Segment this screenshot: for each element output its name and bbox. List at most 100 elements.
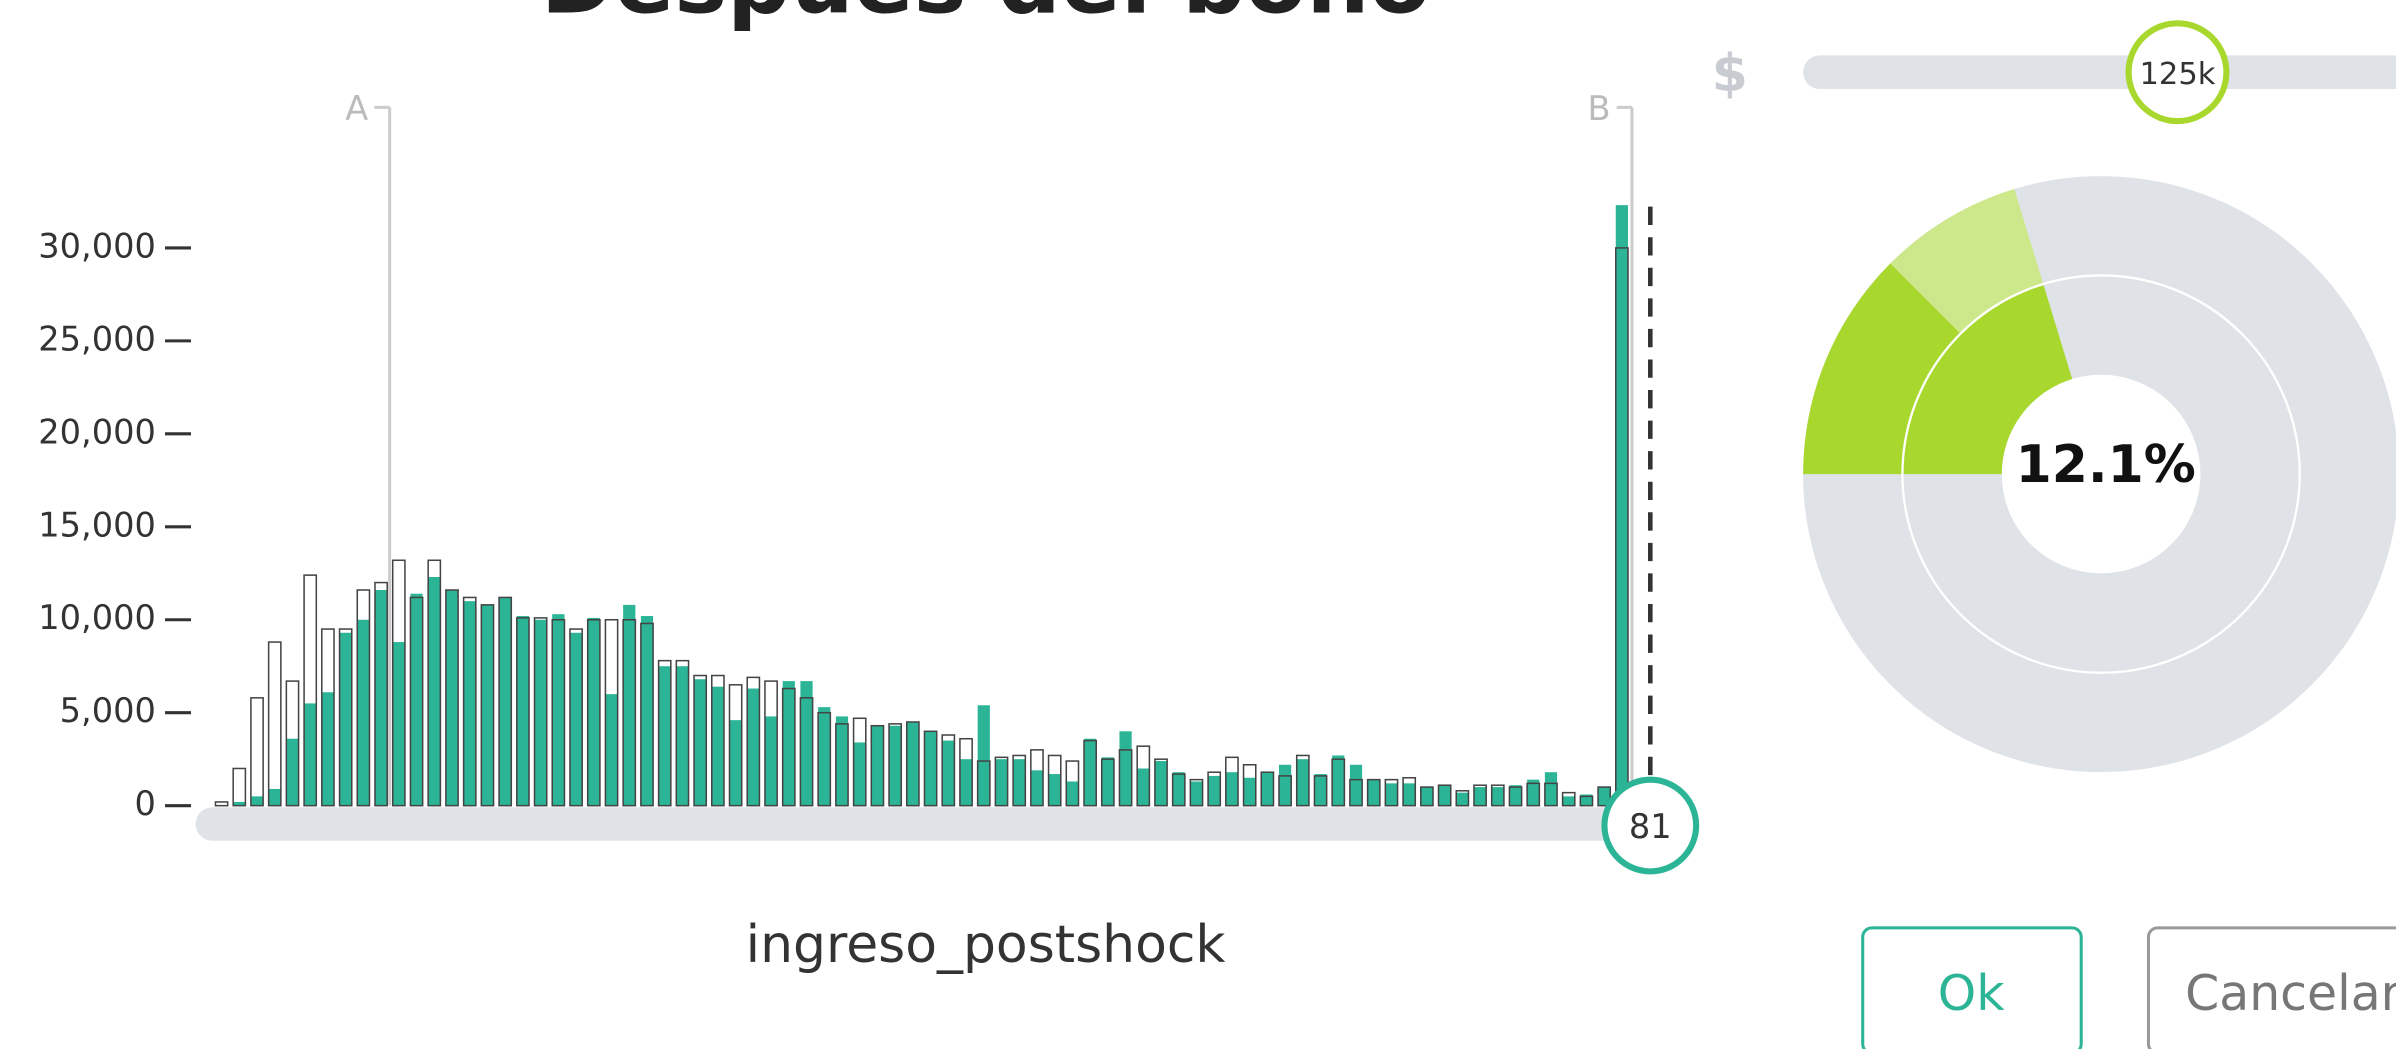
bar-after [481,604,494,806]
bar-before [675,659,690,807]
bar-before [1384,778,1399,807]
bar-after [569,632,583,806]
bar-before [852,717,867,807]
donut-outer-segment [1803,263,1961,475]
bar-before [1012,754,1027,807]
bar-after [871,725,884,806]
bar-before [1047,754,1062,807]
bar-before [303,574,318,807]
bar-after [977,705,990,806]
bar-after [1420,787,1434,806]
bar-after [711,686,724,806]
donut-divider [1901,274,2301,674]
bar-before [1189,778,1204,807]
bar-after [1154,761,1168,806]
currency-slider-thumb[interactable] [2125,20,2230,125]
bar-before [462,596,477,807]
bar-before [1473,784,1487,807]
bar-before [1154,758,1168,807]
bar-after [1544,772,1558,806]
bar-after [1438,785,1451,806]
bar-after [835,716,849,806]
bar-before [870,724,885,807]
bar-before [1278,775,1292,807]
y-tick-label: 20,000 [38,412,156,451]
bar-before [1579,795,1594,807]
bar-before [1225,756,1239,807]
bar-after [623,604,636,806]
bar-after [729,720,742,806]
bar-before [728,684,743,807]
bar-after [428,576,441,806]
bar-after [1084,738,1097,806]
bar-before [551,618,566,807]
bar-before [250,697,264,807]
bar-before [923,730,938,807]
bar-after [995,759,1008,806]
bar-after [1296,759,1309,806]
bar-after [1172,772,1185,806]
bar-before [1526,782,1541,807]
bar-after [1491,787,1504,806]
donut [1803,176,2396,772]
bar-before [976,760,991,807]
bar-before [1030,749,1044,807]
bar-after [552,614,565,806]
bar-after [818,707,831,806]
bar-after [694,679,707,806]
bar-before [711,674,725,807]
bar-before [640,622,654,807]
cancel-button[interactable] [2146,926,2396,1049]
donut-label: 12.1% [2016,435,2196,495]
bar-before [427,559,442,807]
ok-button-label: Ok [1938,965,2005,1022]
ok-button[interactable] [1861,926,2083,1049]
slider-track[interactable] [195,807,1663,841]
bar-before [764,680,778,807]
bar-after [605,694,618,806]
bar-before [1508,786,1523,807]
bar-after [410,593,423,806]
bar-after [1261,772,1274,806]
bar-after [445,590,459,806]
bar-before [1171,773,1186,807]
bar-after [959,759,973,806]
bar-before [480,604,495,807]
bar-after [1473,787,1487,806]
bar-after [1013,759,1026,806]
bar-before [905,721,920,807]
bar-before [1083,739,1097,807]
bar-before [835,723,849,807]
range-marker-label: B [1588,89,1611,128]
bar-before [1242,763,1257,807]
bar-before [445,589,459,807]
bar-after [499,597,512,806]
bar-before [267,641,282,807]
bar-after [374,590,388,806]
bar-after [463,601,476,806]
y-tick-label: 5,000 [60,691,156,730]
bar-before [888,723,903,807]
bar-after [1208,775,1221,806]
bar-after [800,681,813,806]
bar-after [1615,205,1628,806]
bar-after [1119,731,1132,806]
bar-before [994,756,1009,807]
bar-before [693,674,708,807]
range-marker-label: A [345,89,368,128]
y-tick-label: 0 [134,784,155,823]
bar-after [268,788,281,806]
bar-after [1243,777,1256,806]
bar-after [534,619,547,806]
bar-after [1048,774,1061,806]
currency-slider-track[interactable] [1803,55,2396,89]
bar-before [1366,778,1381,807]
bar-after [1349,764,1363,806]
slider-thumb[interactable] [1601,776,1700,875]
bar-before [1561,791,1576,807]
bar-after [321,692,335,806]
bar-before [1136,745,1151,807]
bar-before [1207,771,1222,807]
